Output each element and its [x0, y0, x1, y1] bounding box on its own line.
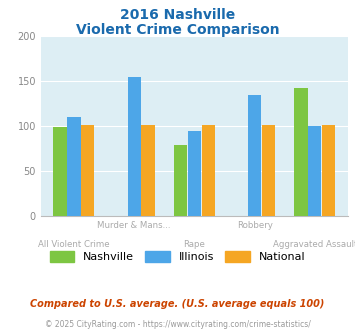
Text: Robbery: Robbery [237, 221, 273, 230]
Text: © 2025 CityRating.com - https://www.cityrating.com/crime-statistics/: © 2025 CityRating.com - https://www.city… [45, 320, 310, 329]
Bar [248, 95, 261, 216]
Text: Murder & Mans...: Murder & Mans... [97, 221, 171, 230]
Text: Compared to U.S. average. (U.S. average equals 100): Compared to U.S. average. (U.S. average … [30, 299, 325, 309]
Bar [188, 131, 201, 216]
Bar [54, 127, 67, 216]
Bar [308, 126, 321, 216]
Bar [81, 125, 94, 216]
Text: Aggravated Assault: Aggravated Assault [273, 240, 355, 249]
Bar [67, 117, 81, 216]
Bar [202, 125, 215, 216]
Bar [141, 125, 155, 216]
Bar [174, 145, 187, 216]
Bar [127, 77, 141, 216]
Bar [294, 87, 307, 216]
Bar [262, 125, 275, 216]
Text: Rape: Rape [184, 240, 205, 249]
Bar [322, 125, 335, 216]
Legend: Nashville, Illinois, National: Nashville, Illinois, National [45, 247, 310, 267]
Text: 2016 Nashville: 2016 Nashville [120, 8, 235, 22]
Text: All Violent Crime: All Violent Crime [38, 240, 110, 249]
Text: Violent Crime Comparison: Violent Crime Comparison [76, 23, 279, 37]
